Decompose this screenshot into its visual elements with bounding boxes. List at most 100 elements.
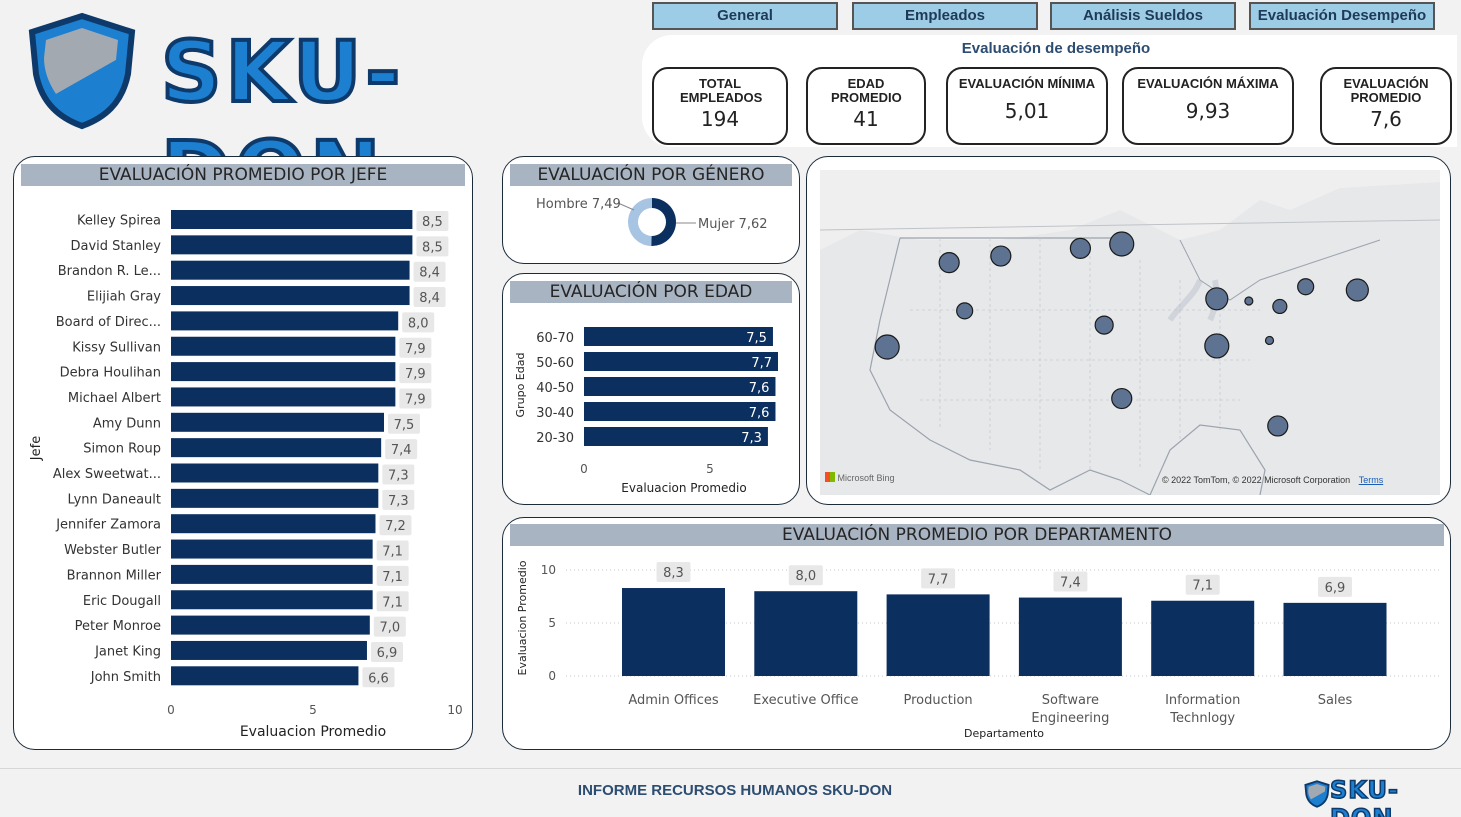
map-bubble[interactable] (874, 334, 900, 360)
map-bubble[interactable] (1111, 387, 1133, 410)
leader-line (617, 202, 635, 211)
map-terms-link[interactable]: Terms (1358, 475, 1384, 485)
tab-general[interactable]: General (652, 2, 838, 30)
data-label: 7,7 (928, 572, 949, 587)
data-label: 7,1 (382, 545, 403, 560)
map-bubble[interactable] (1264, 335, 1275, 346)
map-bubble[interactable] (1109, 231, 1135, 257)
category-label: 40-50 (536, 381, 574, 396)
kpi-value: 41 (853, 107, 879, 131)
shield-icon (28, 12, 136, 130)
map-bubble[interactable] (1345, 278, 1369, 302)
category-label: John Smith (90, 670, 161, 685)
data-label-bg (379, 515, 412, 536)
chart-title-por-edad: EVALUACIÓN POR EDAD (510, 281, 792, 303)
data-label: 8,0 (408, 316, 429, 331)
bar (171, 336, 396, 356)
x-axis-label: Evaluacion Promedio (621, 481, 746, 495)
map-bubble[interactable] (938, 252, 960, 274)
data-label: 7,1 (382, 595, 403, 610)
data-label-bg (362, 667, 395, 688)
category-label: Elijiah Gray (87, 290, 161, 305)
data-label-bg (788, 565, 823, 586)
bar (171, 286, 410, 306)
kpi-card-evaluacion-minima: EVALUACIÓN MÍNIMA 5,01 (946, 67, 1108, 145)
bar (171, 438, 382, 458)
data-label: 7,3 (388, 469, 409, 484)
data-label-bg (416, 236, 449, 257)
data-label-bg (1053, 571, 1088, 592)
category-label: Executive Office (753, 693, 858, 708)
bar (171, 260, 410, 280)
data-label: 7,3 (741, 431, 762, 446)
bar (1151, 600, 1255, 676)
footer-title: INFORME RECURSOS HUMANOS SKU-DON (577, 782, 893, 799)
kpi-card-evaluacion-maxima: EVALUACIÓN MÁXIMA 9,93 (1122, 67, 1294, 145)
category-label: Lynn Daneault (68, 492, 161, 507)
map-bubble[interactable] (1244, 296, 1254, 306)
footer-brand-logo: SKU-DON (1304, 775, 1444, 817)
data-label: Mujer 7,62 (698, 217, 768, 232)
data-label-bg (416, 211, 449, 231)
y-axis-label: Grupo Edad (514, 353, 527, 418)
data-label: 7,5 (394, 418, 415, 433)
map-bubble[interactable] (1205, 287, 1229, 311)
category-label: Alex Sweetwat... (53, 467, 161, 482)
category-label: Information (1165, 693, 1240, 708)
bar (171, 590, 373, 610)
map-bubble[interactable] (956, 302, 974, 320)
bubble-map[interactable] (820, 170, 1440, 495)
chart-por-departamento: 0 5 10 8,3 Admin Offices 8,0 Executive Office 7… (516, 560, 1442, 740)
x-axis-label: Departamento (964, 727, 1044, 740)
kpi-value: 9,93 (1185, 99, 1231, 123)
category-label: Production (904, 693, 973, 708)
bar (171, 387, 396, 407)
category-label: Debra Houlihan (60, 366, 161, 381)
bar (171, 539, 373, 559)
chart-title-por-genero: EVALUACIÓN POR GÉNERO (510, 164, 792, 186)
x-tick-label: 0 (580, 462, 588, 476)
tab-evaluacion-desempeno[interactable]: Evaluación Desempeño (1249, 2, 1435, 30)
bar (171, 412, 384, 432)
footer-wordmark: SKU-DON (1329, 775, 1399, 817)
map-bubble[interactable] (1272, 298, 1288, 315)
category-label: Admin Offices (628, 693, 719, 708)
bar (584, 427, 768, 446)
data-label-bg (399, 388, 432, 409)
category-label: 60-70 (536, 331, 574, 346)
bar (171, 311, 399, 331)
category-label: Brandon R. Le... (58, 264, 161, 279)
data-label-bg (399, 363, 432, 384)
category-label: Janet King (94, 644, 161, 659)
map-bubble[interactable] (1204, 333, 1230, 359)
map-attribution-bing: Microsoft Bing (825, 472, 895, 483)
tab-empleados[interactable]: Empleados (852, 2, 1038, 30)
map-bubble[interactable] (1069, 237, 1091, 259)
map-bubble[interactable] (1094, 315, 1114, 335)
data-label: 8,3 (663, 566, 684, 581)
data-label: 6,6 (368, 671, 389, 686)
data-label: 8,4 (419, 291, 440, 306)
data-label: 7,1 (382, 570, 403, 585)
data-label-bg (402, 312, 435, 333)
data-label: 7,3 (388, 494, 409, 509)
shield-icon (1304, 780, 1330, 808)
bar (1018, 597, 1122, 676)
data-label: Hombre 7,49 (536, 197, 621, 212)
data-label: 6,9 (377, 646, 398, 661)
bar (1283, 602, 1387, 676)
data-label-bg (1318, 576, 1352, 597)
data-label: 7,4 (391, 443, 412, 458)
bar (171, 210, 413, 229)
data-label: 7,9 (405, 392, 426, 407)
data-label-bg (656, 562, 691, 583)
map-bubble[interactable] (990, 245, 1012, 267)
map-bubble[interactable] (1267, 415, 1289, 437)
bar (171, 488, 379, 508)
bar (754, 591, 858, 676)
brand-logo: SKU-DON (26, 10, 616, 223)
kpi-card-evaluacion-promedio: EVALUACIÓN PROMEDIO 7,6 (1320, 67, 1452, 145)
map-bubble[interactable] (1297, 278, 1315, 296)
tab-analisis-sueldos[interactable]: Análisis Sueldos (1050, 2, 1236, 30)
pie-slice (628, 198, 652, 246)
